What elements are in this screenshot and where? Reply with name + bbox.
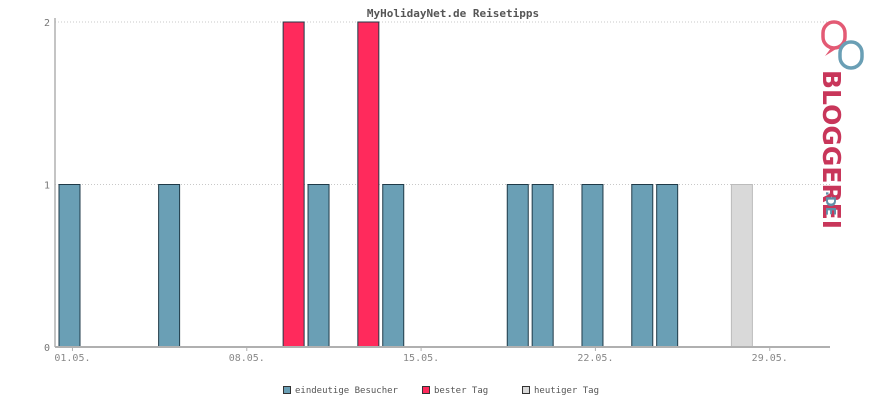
bloggerei-logo: BLOGGEREI .DE (817, 20, 864, 229)
y-tick-label: 0 (44, 343, 50, 354)
bar-best (357, 21, 380, 348)
bars (58, 21, 753, 348)
bar-visitors (631, 184, 654, 348)
chart-title: MyHolidayNet.de Reisetipps (367, 7, 539, 20)
x-tick-label: 29.05. (752, 353, 788, 364)
legend-label: eindeutige Besucher (295, 386, 398, 396)
x-tick-label: 15.05. (403, 353, 439, 364)
legend-swatch (283, 386, 291, 394)
bar-best (282, 21, 305, 348)
bar-visitors (656, 184, 679, 348)
x-tick-labels: 01.05. 08.05. 15.05. 22.05. 29.05. (54, 353, 787, 364)
bar-visitors (382, 184, 405, 348)
x-tick-label: 01.05. (54, 353, 90, 364)
y-tick-label: 2 (44, 18, 50, 29)
y-tick-label: 1 (44, 181, 50, 192)
legend-label: bester Tag (434, 386, 489, 396)
bar-visitors (531, 184, 554, 348)
legend-swatch (422, 386, 430, 394)
bar-visitors (158, 184, 181, 348)
logo-suffix: .DE (822, 191, 837, 216)
bar-visitors (506, 184, 529, 348)
bar-visitors (307, 184, 330, 348)
legend: eindeutige Besucher bester Tag heutiger Ta… (0, 386, 870, 400)
bar-visitors (581, 184, 604, 348)
logo-text: BLOGGEREI (817, 70, 846, 229)
speech-bubbles-icon (821, 20, 864, 70)
grid (55, 21, 830, 185)
bar-today (730, 184, 753, 348)
legend-label: heutiger Tag (534, 386, 600, 396)
bar-visitors (58, 184, 81, 348)
axes (54, 18, 830, 351)
legend-item-today: heutiger Tag (522, 386, 599, 396)
x-tick-label: 08.05. (229, 353, 265, 364)
x-tick-label: 22.05. (577, 353, 613, 364)
legend-item-visitors: eindeutige Besucher (283, 386, 398, 396)
y-tick-labels: 0 1 2 (44, 18, 50, 354)
legend-item-best: bester Tag (422, 386, 488, 396)
legend-swatch (522, 386, 530, 394)
